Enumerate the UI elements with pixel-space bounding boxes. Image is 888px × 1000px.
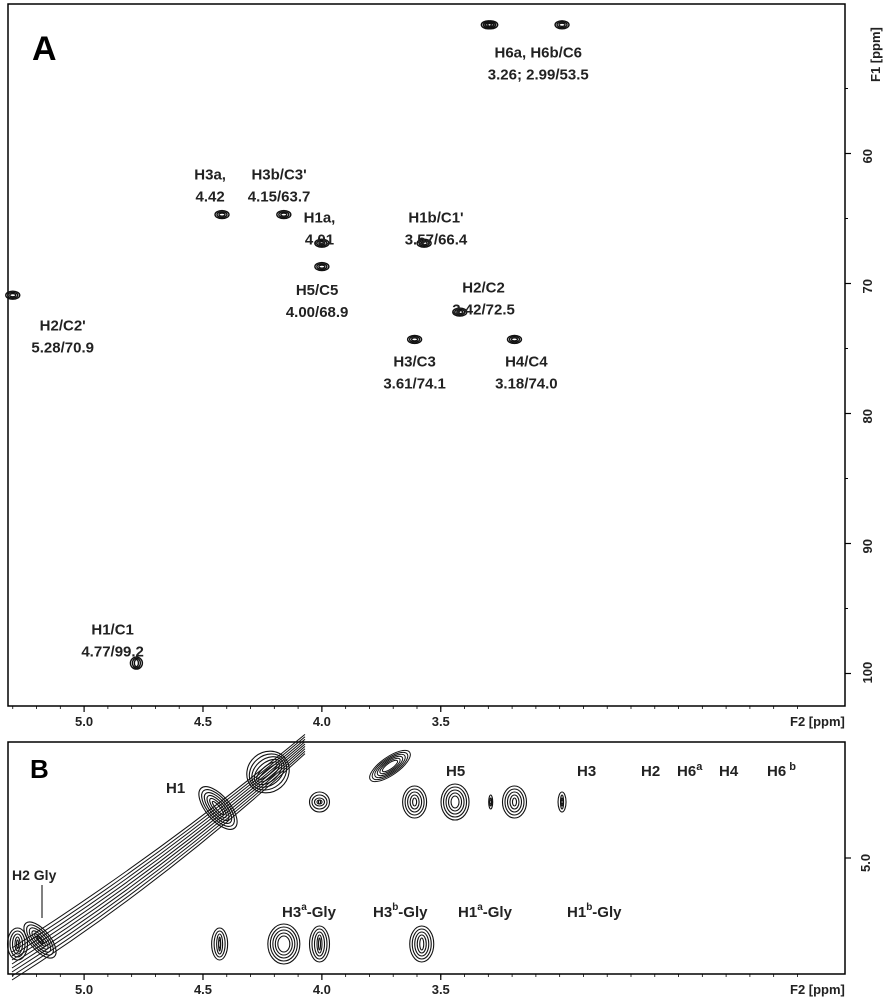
- peak-annotation: H1a, 4.01: [304, 209, 336, 248]
- diagonal-cluster: [198, 786, 238, 830]
- label-h2: H2: [641, 763, 660, 780]
- peak-annotation: H1b/C1' 3.57/66.4: [405, 209, 468, 248]
- peak-annotation: H1/C1 4.77/99.2: [81, 622, 144, 661]
- peak: [314, 261, 330, 272]
- cross-peak: [211, 927, 229, 961]
- peak: [314, 238, 330, 248]
- panel-a-y-axis: 60 70 80 90 100: [845, 88, 875, 684]
- y-tick-label: 70: [860, 279, 875, 293]
- peak: [276, 209, 292, 220]
- diagonal-cluster: [23, 921, 57, 959]
- peak: [452, 307, 468, 317]
- x-tick-label: 4.5: [194, 714, 212, 729]
- peak: [554, 20, 570, 30]
- cross-peak: [557, 791, 567, 813]
- label-h5: H5: [446, 763, 465, 780]
- label-h1b-gly: H1b-Gly: [567, 902, 622, 921]
- panel-a-frame: [7, 3, 846, 707]
- diagonal-blob: [369, 749, 411, 783]
- peak-annotation: H5/C5 4.00/68.9: [286, 282, 349, 321]
- peak: [129, 656, 144, 670]
- peak: [416, 238, 432, 248]
- label-h1: H1: [166, 780, 185, 797]
- panel-b-contours: [6, 734, 567, 981]
- peak-annotation: H2/C2' 5.28/70.9: [31, 317, 94, 356]
- label-h2-gly: H2 Gly: [12, 867, 57, 883]
- diagonal-contours: [11, 734, 411, 981]
- peak: [406, 334, 423, 345]
- panel-b-y-axis: 5.0: [845, 854, 873, 872]
- peak-annotation: H3b/C3' 4.15/63.7: [248, 167, 311, 206]
- y-tick-label: 100: [860, 662, 875, 684]
- y-tick-label: 90: [860, 539, 875, 553]
- cross-peak: [267, 923, 301, 965]
- cross-peak: [6, 927, 29, 961]
- cross-peak: [308, 791, 331, 813]
- cross-peak: [308, 925, 331, 963]
- panel-b-y-tick-label: 5.0: [858, 854, 873, 872]
- x-tick-label: 4.5: [194, 982, 212, 997]
- cross-peak: [488, 794, 494, 810]
- label-h3: H3: [577, 763, 596, 780]
- panel-b-x-axis-label: F2 [ppm]: [790, 982, 845, 997]
- label-h6b: H6 b: [767, 761, 796, 780]
- x-tick-label: 5.0: [75, 982, 93, 997]
- panel-a-y-axis-label: F1 [ppm]: [868, 27, 883, 82]
- peak: [5, 290, 21, 300]
- y-tick-label: 80: [860, 409, 875, 423]
- peak-annotation: H2/C2 3.42/72.5: [452, 280, 515, 319]
- peak: [506, 334, 523, 345]
- panel-a-annotations: H6a, H6b/C6 3.26; 2.99/53.5 H3a, 4.42 H3b/C3…: [31, 44, 588, 660]
- label-h3b-gly: H3b-Gly: [373, 902, 428, 921]
- label-h1a-gly: H1a-Gly: [458, 902, 513, 921]
- x-tick-label: 3.5: [432, 714, 450, 729]
- peak-annotation: H4/C4 3.18/74.0: [495, 354, 558, 393]
- cross-peak: [409, 925, 435, 963]
- panel-a-x-axis-label: F2 [ppm]: [790, 714, 845, 729]
- peak-annotation: H3/C3 3.61/74.1: [383, 354, 446, 393]
- x-tick-label: 4.0: [313, 982, 331, 997]
- label-h6a: H6a: [677, 761, 703, 780]
- panel-b-x-axis: 5.0 4.5 4.0 3.5: [12, 974, 798, 997]
- x-tick-label: 3.5: [432, 982, 450, 997]
- cross-peak: [402, 785, 428, 819]
- cross-peak: [440, 783, 470, 821]
- y-tick-label: 60: [860, 149, 875, 163]
- diagonal-cluster: [246, 750, 290, 794]
- peak: [483, 20, 499, 30]
- peak: [214, 209, 230, 220]
- x-tick-label: 4.0: [313, 714, 331, 729]
- panel-b-letter: B: [30, 754, 49, 784]
- x-tick-label: 5.0: [75, 714, 93, 729]
- panel-b-labels: H1 H5 H3 H2 H6a H4 H6 b H2 Gly H3a-Gly H3…: [12, 761, 796, 921]
- peak-annotation: H6a, H6b/C6 3.26; 2.99/53.5: [488, 44, 589, 83]
- peak-annotation: H3a, 4.42: [194, 167, 226, 206]
- label-h4: H4: [719, 763, 739, 780]
- label-h3a-gly: H3a-Gly: [282, 902, 337, 921]
- panel-a-letter: A: [32, 30, 57, 68]
- panel-a-peaks: [5, 20, 570, 670]
- panel-a-x-axis: 5.0 4.5 4.0 3.5: [12, 706, 798, 729]
- cross-peak: [501, 785, 528, 819]
